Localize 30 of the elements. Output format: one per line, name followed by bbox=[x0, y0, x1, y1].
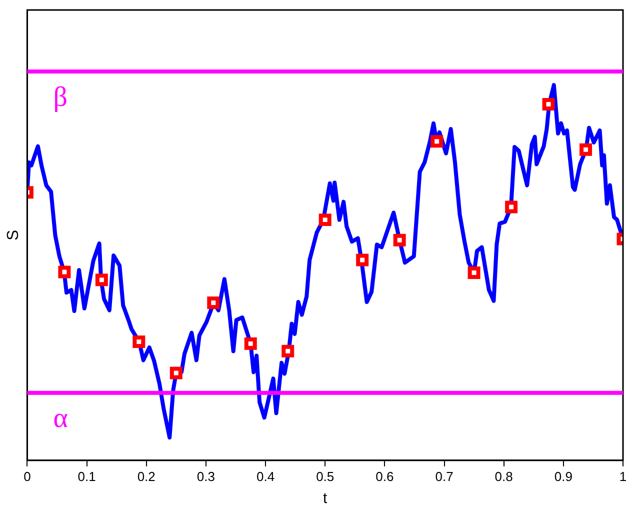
point bbox=[580, 143, 592, 156]
point bbox=[207, 296, 220, 310]
point bbox=[542, 98, 555, 110]
point bbox=[244, 337, 257, 350]
x-tick-label: 0.1 bbox=[78, 468, 96, 484]
y-axis-title: S bbox=[5, 230, 22, 241]
x-tick-label: 1 bbox=[619, 468, 627, 484]
x-tick-label: 0 bbox=[24, 468, 31, 484]
x-tick-label: 0.7 bbox=[435, 468, 454, 484]
point bbox=[356, 254, 369, 266]
point bbox=[393, 234, 406, 246]
x-tick-label: 0.5 bbox=[316, 468, 334, 484]
x-tick-label: 0.6 bbox=[376, 468, 394, 484]
x-axis-title: t bbox=[323, 490, 328, 508]
point bbox=[282, 344, 294, 358]
point bbox=[58, 266, 71, 278]
x-tick-label: 0.8 bbox=[494, 468, 513, 484]
x-tick-label: 0.2 bbox=[137, 468, 156, 484]
ref-line-label: α bbox=[53, 403, 68, 434]
point bbox=[318, 214, 332, 226]
point bbox=[170, 366, 182, 380]
point bbox=[505, 200, 518, 214]
point bbox=[95, 274, 108, 286]
x-tick-label: 0.3 bbox=[196, 468, 215, 484]
x-tick-label: 0.9 bbox=[554, 468, 572, 484]
point bbox=[430, 135, 444, 148]
ref-line-label: β bbox=[53, 82, 68, 113]
point bbox=[132, 336, 146, 348]
point bbox=[468, 266, 480, 279]
x-tick-label: 0.4 bbox=[256, 468, 275, 484]
